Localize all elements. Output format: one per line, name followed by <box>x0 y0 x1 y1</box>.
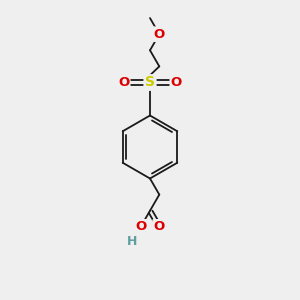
Text: O: O <box>135 220 146 233</box>
Text: O: O <box>118 76 129 89</box>
Text: O: O <box>154 28 165 41</box>
Text: O: O <box>171 76 182 89</box>
Text: H: H <box>127 235 138 248</box>
Text: S: S <box>145 76 155 89</box>
Text: O: O <box>154 220 165 233</box>
